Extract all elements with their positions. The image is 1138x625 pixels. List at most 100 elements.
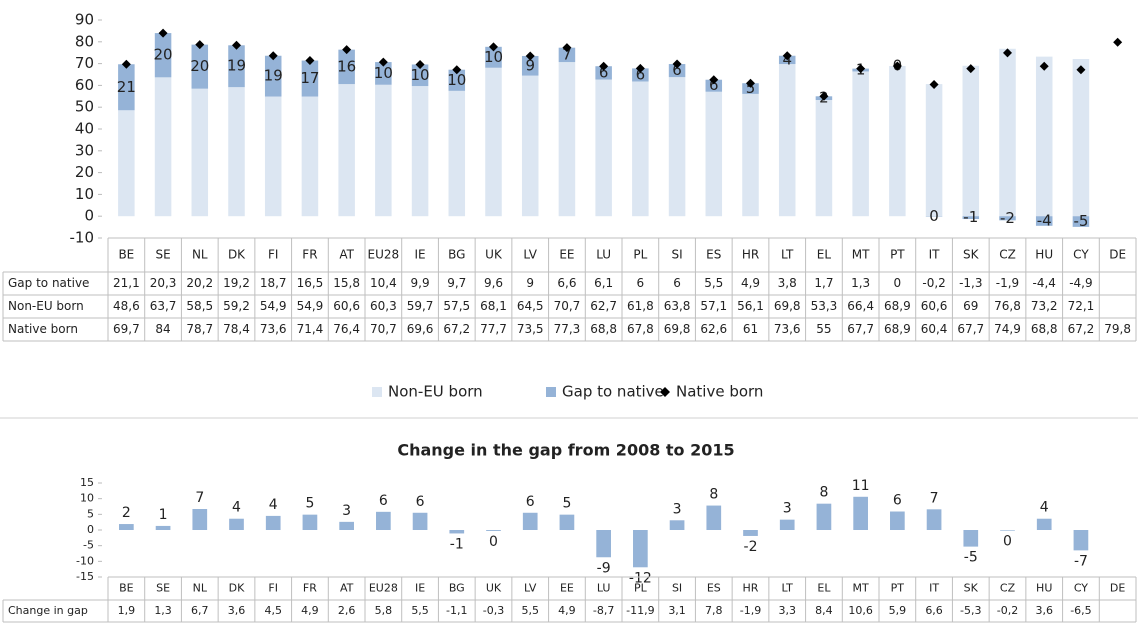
table-cell: 4,9 xyxy=(741,276,760,290)
table-cell: 53,3 xyxy=(811,299,838,313)
table-cell: 9,9 xyxy=(411,276,430,290)
table-cell: 67,2 xyxy=(443,322,470,336)
table-cell: 5,9 xyxy=(889,604,907,617)
data-label: 5 xyxy=(746,79,756,97)
data-label: 17 xyxy=(300,69,319,87)
x-tick-label: PT xyxy=(890,248,905,262)
table-cell: 59,7 xyxy=(407,299,434,313)
data-label: 21 xyxy=(117,78,136,96)
table-cell: 55 xyxy=(816,322,831,336)
table-cell: 9,7 xyxy=(447,276,466,290)
table-cell: 63,7 xyxy=(150,299,177,313)
marker xyxy=(195,40,205,50)
x-tick-label: BG xyxy=(449,582,465,595)
bar xyxy=(118,110,135,217)
x-tick-label: AT xyxy=(339,248,354,262)
legend-marker xyxy=(660,387,670,397)
table-cell: 10,6 xyxy=(848,604,873,617)
data-label: 19 xyxy=(227,57,246,75)
y-tick-label: 20 xyxy=(75,163,94,181)
x-tick-label: BG xyxy=(448,248,465,262)
table-cell: 56,1 xyxy=(737,299,764,313)
table-cell: 5,5 xyxy=(411,604,429,617)
bar xyxy=(779,519,795,530)
table-cell: 70,7 xyxy=(370,322,397,336)
x-tick-label: SE xyxy=(156,582,170,595)
x-tick-label: IE xyxy=(415,582,425,595)
bar xyxy=(890,511,905,530)
table-cell: -1,1 xyxy=(446,604,467,617)
marker xyxy=(635,63,645,73)
marker xyxy=(525,51,535,61)
bar xyxy=(228,87,245,217)
bar xyxy=(485,46,502,68)
bar xyxy=(265,515,281,530)
table-cell: 76,8 xyxy=(994,299,1021,313)
x-tick-label: PT xyxy=(891,582,905,595)
bar xyxy=(192,509,208,530)
bar xyxy=(228,45,245,88)
table-cell: 68,9 xyxy=(884,322,911,336)
x-tick-label: EU28 xyxy=(368,248,400,262)
marker xyxy=(268,51,278,61)
bar xyxy=(119,524,134,530)
y-tick-label: 70 xyxy=(75,54,94,72)
table-cell: -0,2 xyxy=(997,604,1018,617)
bar xyxy=(962,65,980,217)
x-tick-label: FR xyxy=(303,582,317,595)
data-label: 8 xyxy=(819,485,828,501)
data-label: 11 xyxy=(852,478,870,494)
data-label: -4 xyxy=(1037,211,1052,229)
bar xyxy=(411,86,429,217)
table-cell: 63,8 xyxy=(664,299,691,313)
bar xyxy=(816,503,832,530)
bar xyxy=(596,530,611,558)
table-cell: 68,8 xyxy=(590,322,617,336)
x-tick-label: BE xyxy=(118,248,134,262)
data-label: -2 xyxy=(744,539,758,555)
table-cell: 69 xyxy=(963,299,978,313)
data-label: 8 xyxy=(709,487,718,503)
marker xyxy=(966,64,976,74)
data-label: 6 xyxy=(636,65,646,83)
bar xyxy=(448,69,466,91)
bar xyxy=(742,93,759,217)
bar xyxy=(338,84,355,217)
bar xyxy=(375,84,392,217)
table-cell: 68,9 xyxy=(884,299,911,313)
data-label: 10 xyxy=(484,48,503,66)
table-cell: 9,6 xyxy=(484,276,503,290)
table-cell: 3,6 xyxy=(1035,604,1053,617)
table-cell: 76,4 xyxy=(333,322,360,336)
legend-swatch xyxy=(372,387,382,397)
bar xyxy=(485,67,502,217)
table-cell: 77,7 xyxy=(480,322,507,336)
y-tick-label: 90 xyxy=(75,11,94,29)
table-cell: 60,6 xyxy=(333,299,360,313)
bar xyxy=(302,514,318,530)
table-cell: 67,2 xyxy=(1068,322,1095,336)
x-tick-label: LT xyxy=(782,582,794,595)
row-header: Non-EU born xyxy=(8,299,84,313)
marker xyxy=(599,61,609,71)
bar xyxy=(853,496,868,530)
table-cell: 6 xyxy=(637,276,645,290)
data-label: 20 xyxy=(190,57,209,75)
x-tick-label: UK xyxy=(486,582,502,595)
x-tick-label: CY xyxy=(1074,582,1088,595)
bar xyxy=(668,64,686,78)
table-cell: 6 xyxy=(673,276,681,290)
data-label: 7 xyxy=(195,490,204,506)
data-label: 4 xyxy=(232,500,241,516)
marker xyxy=(672,59,682,69)
table-cell: 1,3 xyxy=(851,276,870,290)
x-tick-label: PL xyxy=(634,582,648,595)
table-cell: 20,3 xyxy=(150,276,177,290)
x-tick-label: SE xyxy=(155,248,170,262)
x-tick-label: IE xyxy=(415,248,426,262)
marker xyxy=(929,80,939,90)
bar xyxy=(962,216,980,220)
table-cell: 3,1 xyxy=(668,604,686,617)
table-cell: 4,5 xyxy=(264,604,282,617)
row-header: Change in gap xyxy=(8,604,88,617)
